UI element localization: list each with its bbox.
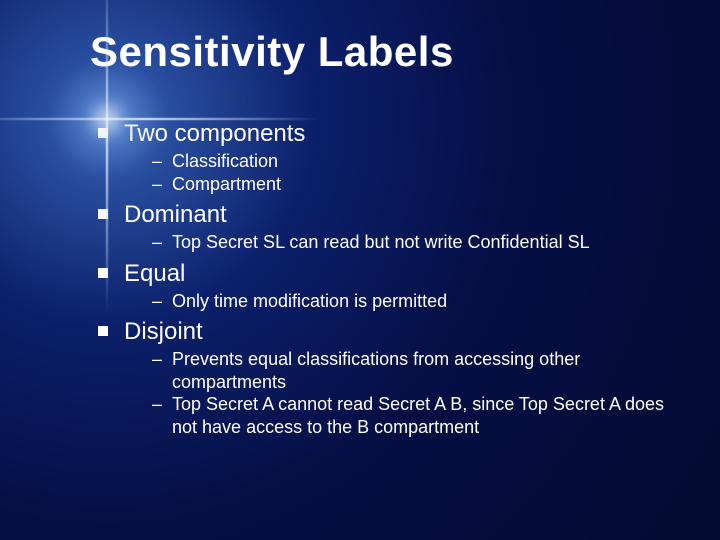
list-item: Disjoint — [98, 318, 680, 346]
slide: Sensitivity Labels Two components –Class… — [0, 0, 720, 540]
sub-item: –Classification — [152, 150, 680, 173]
list-item-label: Two components — [124, 120, 305, 148]
sub-item: –Prevents equal classifications from acc… — [152, 348, 680, 393]
sub-item-text: Top Secret SL can read but not write Con… — [172, 231, 590, 254]
dash-bullet-icon: – — [152, 150, 162, 173]
sub-list: –Prevents equal classifications from acc… — [152, 348, 680, 438]
dash-bullet-icon: – — [152, 393, 162, 416]
square-bullet-icon — [98, 209, 108, 219]
list-item: Equal — [98, 260, 680, 288]
sub-item-text: Classification — [172, 150, 278, 173]
list-item-label: Disjoint — [124, 318, 203, 346]
sub-list: –Only time modification is permitted — [152, 290, 680, 313]
sub-item-text: Compartment — [172, 173, 281, 196]
list-item: Two components — [98, 120, 680, 148]
sub-list: –Classification –Compartment — [152, 150, 680, 195]
list-item: Dominant — [98, 201, 680, 229]
dash-bullet-icon: – — [152, 173, 162, 196]
sub-list: –Top Secret SL can read but not write Co… — [152, 231, 680, 254]
square-bullet-icon — [98, 326, 108, 336]
dash-bullet-icon: – — [152, 231, 162, 254]
sub-item: –Top Secret SL can read but not write Co… — [152, 231, 680, 254]
sub-item: –Compartment — [152, 173, 680, 196]
sub-item: –Top Secret A cannot read Secret A B, si… — [152, 393, 680, 438]
sub-item-text: Top Secret A cannot read Secret A B, sin… — [172, 393, 680, 438]
square-bullet-icon — [98, 268, 108, 278]
list-item-label: Equal — [124, 260, 185, 288]
slide-body: Two components –Classification –Compartm… — [98, 120, 680, 438]
sub-item-text: Only time modification is permitted — [172, 290, 447, 313]
list-item-label: Dominant — [124, 201, 227, 229]
dash-bullet-icon: – — [152, 290, 162, 313]
sub-item: –Only time modification is permitted — [152, 290, 680, 313]
slide-title: Sensitivity Labels — [90, 28, 680, 76]
square-bullet-icon — [98, 128, 108, 138]
sub-item-text: Prevents equal classifications from acce… — [172, 348, 680, 393]
dash-bullet-icon: – — [152, 348, 162, 371]
